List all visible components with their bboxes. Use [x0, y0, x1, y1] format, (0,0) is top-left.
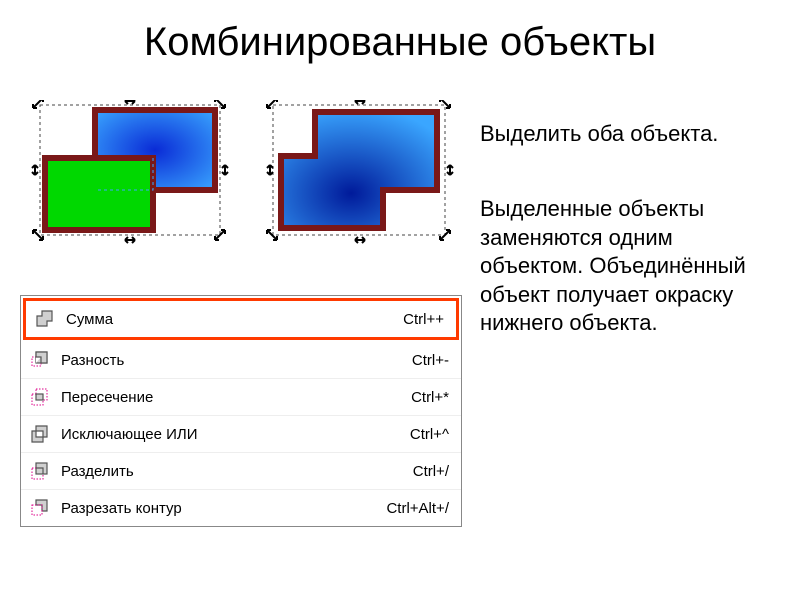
description-result: Выделенные объекты заменяются одним объе…	[480, 195, 780, 338]
page-title: Комбинированные объекты	[0, 20, 800, 65]
menu-label: Разрезать контур	[61, 500, 386, 517]
divide-icon	[29, 460, 51, 482]
description-select: Выделить оба объекта.	[480, 120, 780, 149]
xor-icon	[29, 423, 51, 445]
menu-label: Разность	[61, 352, 412, 369]
menu-shortcut: Ctrl++	[403, 311, 444, 328]
menu-shortcut: Ctrl+Alt+/	[386, 500, 449, 517]
menu-label: Пересечение	[61, 389, 411, 406]
cut-path-icon	[29, 497, 51, 519]
menu-item-difference[interactable]: Разность Ctrl+-	[21, 342, 461, 379]
menu-item-xor[interactable]: Исключающее ИЛИ Ctrl+^	[21, 416, 461, 453]
difference-icon	[29, 349, 51, 371]
union-icon	[34, 308, 56, 330]
menu-shortcut: Ctrl+*	[411, 389, 449, 406]
menu-label: Сумма	[66, 311, 403, 328]
menu-item-intersection[interactable]: Пересечение Ctrl+*	[21, 379, 461, 416]
menu-shortcut: Ctrl+^	[410, 426, 449, 443]
intersection-icon	[29, 386, 51, 408]
menu-label: Исключающее ИЛИ	[61, 426, 410, 443]
menu-shortcut: Ctrl+/	[413, 463, 449, 480]
menu-item-union[interactable]: Сумма Ctrl++	[23, 298, 459, 340]
menu-item-divide[interactable]: Разделить Ctrl+/	[21, 453, 461, 490]
shapes-illustration	[25, 100, 455, 270]
path-operations-menu: Сумма Ctrl++ Разность Ctrl+- Пересечение…	[20, 295, 462, 527]
menu-label: Разделить	[61, 463, 413, 480]
menu-shortcut: Ctrl+-	[412, 352, 449, 369]
menu-item-cut-path[interactable]: Разрезать контур Ctrl+Alt+/	[21, 490, 461, 526]
